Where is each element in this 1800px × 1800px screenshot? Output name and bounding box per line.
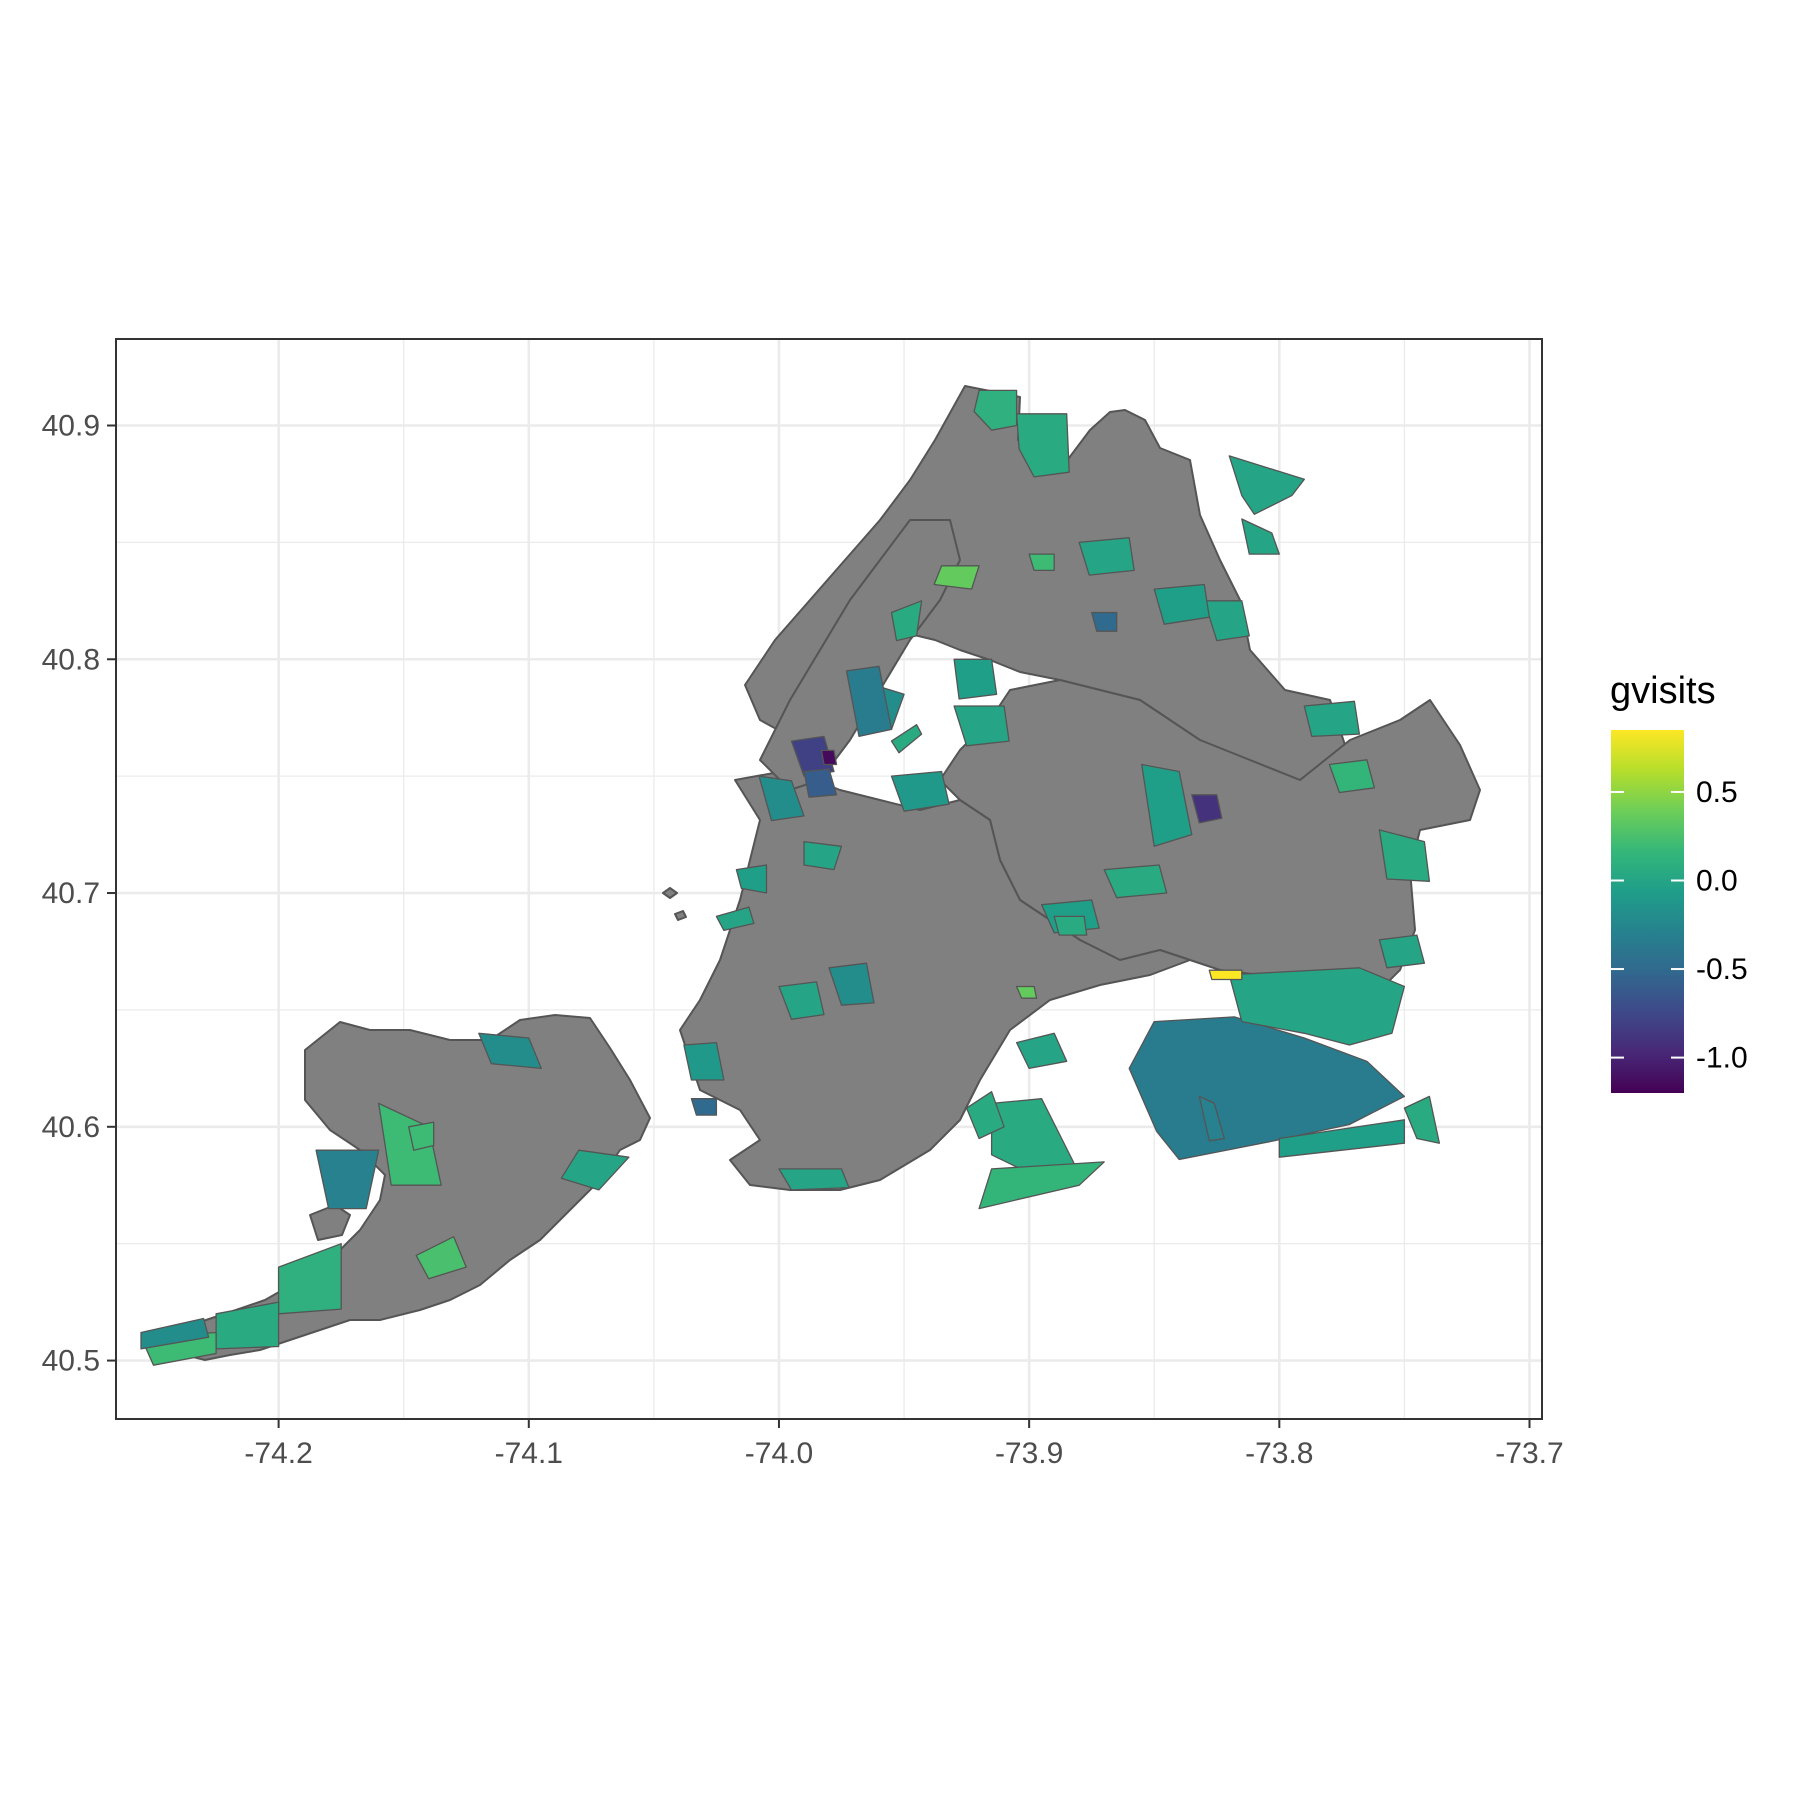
- region-midtown-b: [820, 749, 838, 766]
- region-governors-island: [715, 906, 755, 932]
- colorbar-tick-label: 0.0: [1696, 865, 1738, 898]
- region-queens-village: [1378, 829, 1431, 882]
- region-bay-ridge: [683, 1041, 725, 1081]
- region-si-midland: [415, 1236, 467, 1280]
- region-fills: [140, 389, 1441, 1366]
- region-rockaway-eastend: [1403, 1095, 1441, 1144]
- region-randalls-island: [953, 658, 998, 700]
- region-lic: [890, 770, 950, 812]
- region-lower-east: [803, 840, 843, 871]
- region-fidi: [735, 864, 768, 894]
- region-marine-park: [965, 1091, 1005, 1140]
- legend-title: gvisits: [1610, 670, 1716, 712]
- region-bayside-park: [1328, 759, 1376, 794]
- region-coney-island: [778, 1168, 850, 1191]
- x-tick-label: -73.9: [995, 1437, 1063, 1470]
- x-axis: -74.2 -74.1 -74.0 -73.9 -73.8 -73.7: [244, 1419, 1564, 1470]
- region-si-freshkills: [315, 1149, 380, 1210]
- region-east-ny-yellow: [1208, 969, 1243, 981]
- region-harlem-w: [890, 600, 923, 642]
- y-tick-label: 40.7: [42, 877, 100, 910]
- colorbar-legend: gvisits 0.5 0.0 -0.5 -1.0: [1610, 670, 1748, 1093]
- region-flushing-meadows: [1141, 763, 1193, 847]
- landmass-brooklyn: [679, 769, 1191, 1191]
- colorbar-ticks: 0.5 0.0 -0.5 -1.0: [1611, 776, 1748, 1075]
- region-greenwood: [778, 981, 825, 1020]
- region-si-south-a: [277, 1243, 342, 1315]
- region-si-greenbelt: [378, 1102, 442, 1186]
- landmass-ellis-island: [674, 910, 687, 921]
- x-tick-label: -74.2: [244, 1437, 312, 1470]
- region-highland-park: [1053, 915, 1088, 936]
- x-tick-label: -74.1: [495, 1437, 563, 1470]
- x-tick-label: -73.8: [1245, 1437, 1313, 1470]
- region-central-park: [845, 665, 893, 738]
- region-rockaway-west: [978, 1161, 1105, 1210]
- region-broad-channel: [1198, 1095, 1225, 1142]
- region-si-tottenville-b: [140, 1317, 210, 1350]
- x-tick-label: -73.7: [1495, 1437, 1563, 1470]
- region-midtown-a: [790, 735, 835, 777]
- x-tick-label: -74.0: [745, 1437, 813, 1470]
- region-astoria-a: [953, 705, 1010, 747]
- region-van-cortlandt: [1015, 413, 1070, 478]
- region-chelsea: [758, 775, 805, 822]
- region-dyker: [690, 1098, 718, 1116]
- region-prospect-park: [828, 962, 875, 1006]
- region-fresh-meadows-park: [1191, 794, 1223, 824]
- region-bronx-teal-b: [1153, 583, 1210, 625]
- y-axis: 40.5 40.6 40.7 40.8 40.9: [42, 409, 116, 1378]
- region-si-north: [478, 1032, 542, 1070]
- colorbar-tick-label: -1.0: [1696, 1042, 1748, 1075]
- region-bronx-teal-a: [1078, 537, 1135, 576]
- y-tick-label: 40.9: [42, 409, 100, 442]
- region-bronx-green-c: [1028, 553, 1055, 572]
- plot-panel-border: [115, 338, 1543, 1420]
- colorbar-tick-label: 0.5: [1696, 776, 1738, 809]
- region-si-east: [560, 1149, 630, 1191]
- landmass-liberty-island: [662, 887, 678, 899]
- region-jfk-airport: [1228, 967, 1406, 1046]
- colorbar-tick-label: -0.5: [1696, 953, 1748, 986]
- region-rockaway-east: [1278, 1119, 1406, 1158]
- region-riverdale: [973, 389, 1018, 431]
- basemap-landmass: [177, 385, 1481, 1361]
- region-brooklyn-lime: [1015, 985, 1038, 999]
- region-roosevelt-island: [890, 724, 923, 754]
- region-laurelton: [1378, 934, 1426, 969]
- region-si-west-green: [408, 1121, 435, 1151]
- region-forest-park: [1103, 864, 1168, 899]
- colorbar: [1611, 730, 1684, 1093]
- region-jamaica-bay: [1128, 1016, 1406, 1161]
- y-tick-label: 40.5: [42, 1345, 100, 1378]
- region-canarsie-park: [1015, 1032, 1068, 1070]
- region-pelham-south: [1241, 518, 1280, 555]
- region-ferry-point: [1203, 600, 1250, 642]
- region-inwood: [933, 565, 980, 590]
- y-tick-label: 40.6: [42, 1111, 100, 1144]
- region-bronx-blue: [1091, 611, 1118, 632]
- y-tick-label: 40.8: [42, 643, 100, 676]
- region-midtown-c: [803, 768, 838, 798]
- region-bayside-east: [1303, 700, 1361, 738]
- region-pelham-bay: [1228, 455, 1305, 515]
